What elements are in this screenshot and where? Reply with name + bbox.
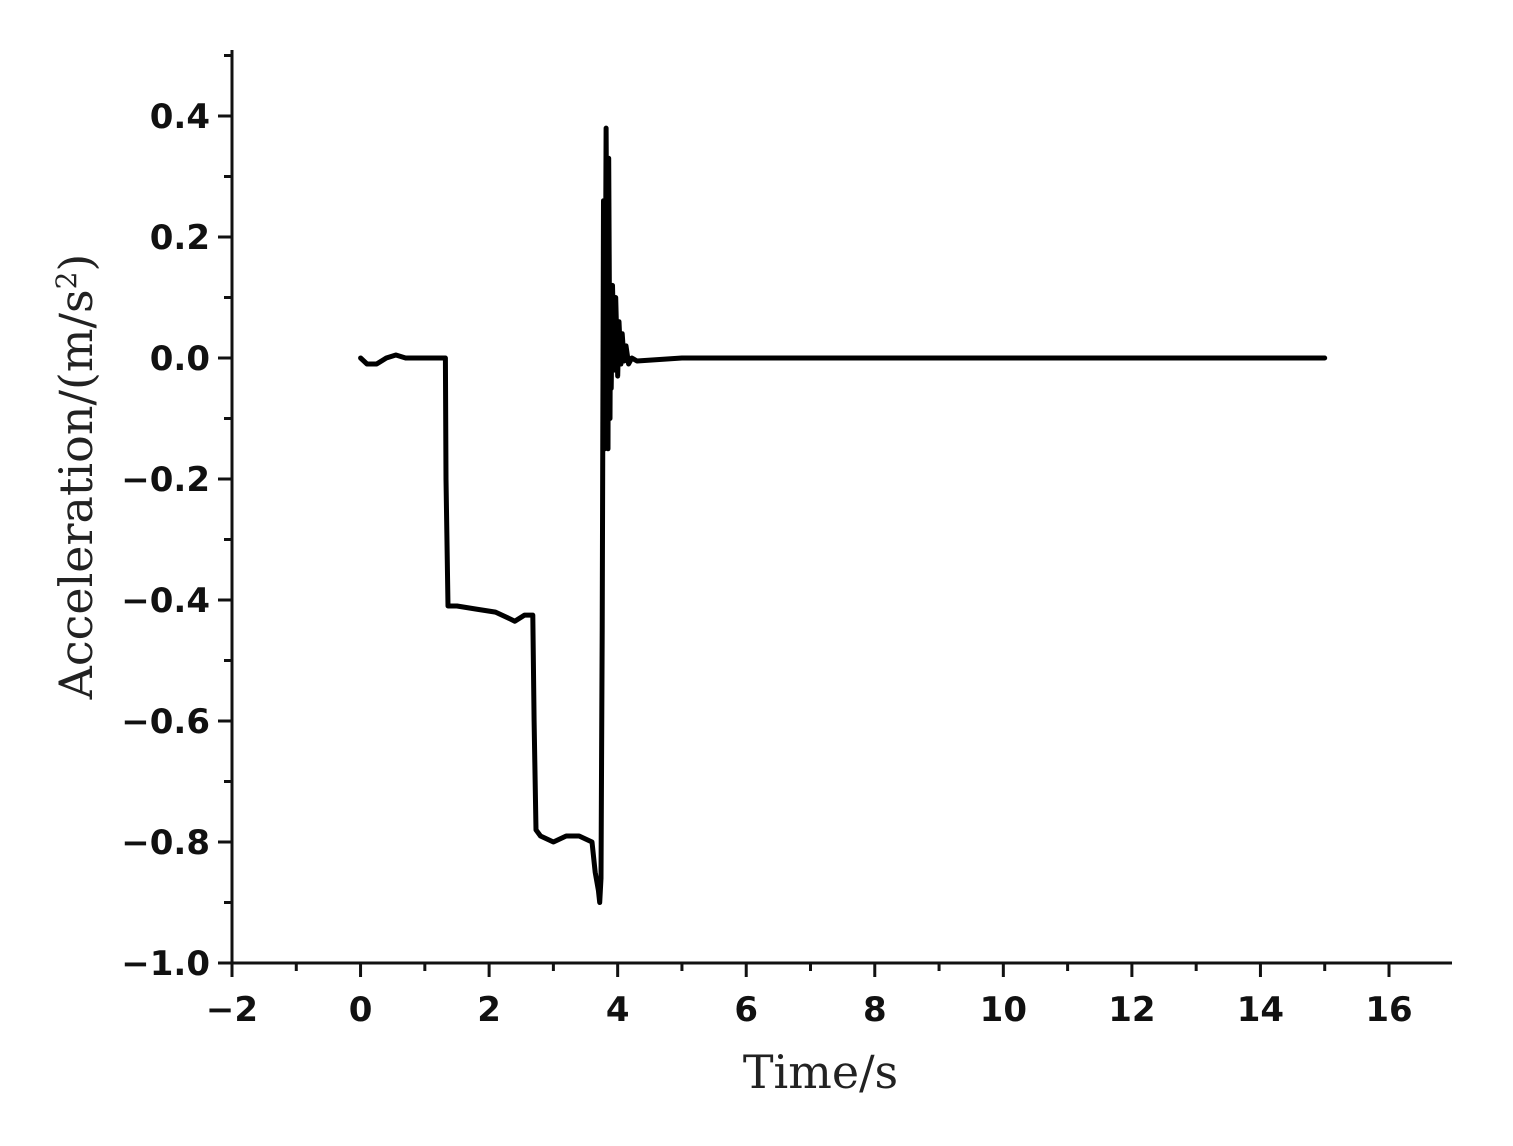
x-tick-label: 2 — [477, 990, 501, 1030]
x-tick-label: 4 — [606, 990, 630, 1030]
y-axis-title-main: Acceleration/(m/s — [49, 289, 103, 700]
y-tick-label: 0.2 — [150, 218, 210, 258]
y-axis-title: Acceleration/(m/s2) — [49, 254, 103, 701]
x-tick-label: 16 — [1365, 990, 1412, 1030]
y-axis-title-superscript: 2 — [50, 272, 83, 290]
y-tick-label: −1.0 — [121, 944, 210, 984]
y-tick-label: −0.8 — [121, 823, 210, 863]
y-tick-label: 0.0 — [150, 339, 210, 379]
y-axis-title-close: ) — [49, 254, 103, 272]
y-tick-label: −0.6 — [121, 702, 210, 742]
y-tick-label: 0.4 — [150, 97, 210, 137]
ticks: −2 0 2 4 6 8 10 12 14 16 −1.0 −0.8 −0.6 −0.4 −0.2 0.0 0.… — [121, 54, 1413, 1030]
x-tick-label: 0 — [349, 990, 373, 1030]
x-tick-label: 12 — [1108, 990, 1155, 1030]
x-tick-label: −2 — [206, 990, 258, 1030]
y-tick-label: −0.2 — [121, 460, 210, 500]
series-line-0 — [358, 125, 1328, 905]
y-tick-label: −0.4 — [121, 581, 210, 621]
x-axis-title: Time/s — [743, 1045, 898, 1099]
series-group — [358, 125, 1328, 905]
x-tick-label: 8 — [863, 990, 887, 1030]
x-tick-label: 10 — [980, 990, 1027, 1030]
x-tick-label: 14 — [1237, 990, 1284, 1030]
x-tick-label: 6 — [734, 990, 758, 1030]
axes — [230, 50, 1452, 965]
